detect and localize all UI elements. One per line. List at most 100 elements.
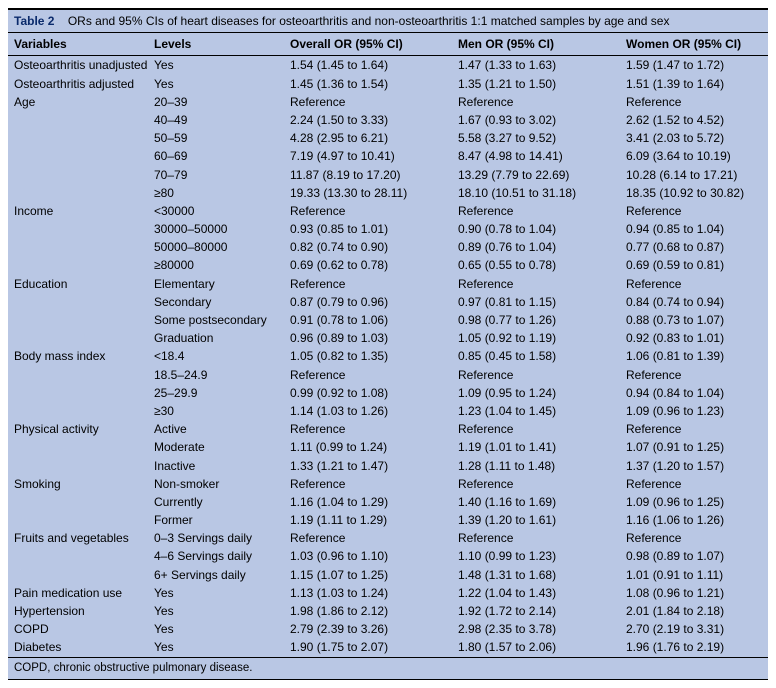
cell-women: 6.09 (3.64 to 10.19)	[620, 147, 768, 165]
table-caption: Table 2 ORs and 95% CIs of heart disease…	[8, 10, 768, 32]
table-row: ≥301.14 (1.03 to 1.26)1.23 (1.04 to 1.45…	[8, 402, 768, 420]
cell-variable	[8, 311, 148, 329]
cell-overall: 7.19 (4.97 to 10.41)	[284, 147, 452, 165]
table-row: 6+ Servings daily1.15 (1.07 to 1.25)1.48…	[8, 566, 768, 584]
cell-level: Some postsecondary	[148, 311, 284, 329]
table-row: 4–6 Servings daily1.03 (0.96 to 1.10)1.1…	[8, 547, 768, 565]
cell-overall: 1.11 (0.99 to 1.24)	[284, 438, 452, 456]
cell-men: 1.67 (0.93 to 3.02)	[452, 111, 620, 129]
table-row: 30000–500000.93 (0.85 to 1.01)0.90 (0.78…	[8, 220, 768, 238]
cell-men: 1.39 (1.20 to 1.61)	[452, 511, 620, 529]
table-row: Currently1.16 (1.04 to 1.29)1.40 (1.16 t…	[8, 493, 768, 511]
cell-women: 1.96 (1.76 to 2.19)	[620, 638, 768, 656]
cell-men: 1.92 (1.72 to 2.14)	[452, 602, 620, 620]
cell-men: 2.98 (2.35 to 3.78)	[452, 620, 620, 638]
cell-men: 0.98 (0.77 to 1.26)	[452, 311, 620, 329]
cell-level: Secondary	[148, 293, 284, 311]
cell-level: Yes	[148, 584, 284, 602]
table-title: ORs and 95% CIs of heart diseases for os…	[68, 14, 670, 28]
cell-level: ≥30	[148, 402, 284, 420]
cell-men: 18.10 (10.51 to 31.18)	[452, 184, 620, 202]
cell-level: Yes	[148, 638, 284, 656]
table-row: ≥800000.69 (0.62 to 0.78)0.65 (0.55 to 0…	[8, 256, 768, 274]
cell-variable	[8, 166, 148, 184]
cell-women: 1.01 (0.91 to 1.11)	[620, 566, 768, 584]
cell-variable: Body mass index	[8, 347, 148, 365]
cell-women: 1.51 (1.39 to 1.64)	[620, 75, 768, 93]
cell-women: 1.37 (1.20 to 1.57)	[620, 457, 768, 475]
table-row: Fruits and vegetables0–3 Servings dailyR…	[8, 529, 768, 547]
cell-men: 1.35 (1.21 to 1.50)	[452, 75, 620, 93]
cell-men: 8.47 (4.98 to 14.41)	[452, 147, 620, 165]
cell-variable: Diabetes	[8, 638, 148, 656]
cell-overall: 1.05 (0.82 to 1.35)	[284, 347, 452, 365]
cell-men: 13.29 (7.79 to 22.69)	[452, 166, 620, 184]
cell-women: 1.07 (0.91 to 1.25)	[620, 438, 768, 456]
cell-overall: 0.91 (0.78 to 1.06)	[284, 311, 452, 329]
cell-overall: 1.54 (1.45 to 1.64)	[284, 56, 452, 75]
cell-level: Inactive	[148, 457, 284, 475]
cell-variable: Education	[8, 275, 148, 293]
table-row: HypertensionYes1.98 (1.86 to 2.12)1.92 (…	[8, 602, 768, 620]
cell-overall: Reference	[284, 420, 452, 438]
table-row: Pain medication useYes1.13 (1.03 to 1.24…	[8, 584, 768, 602]
table-row: 70–7911.87 (8.19 to 17.20)13.29 (7.79 to…	[8, 166, 768, 184]
cell-variable	[8, 129, 148, 147]
cell-level: 6+ Servings daily	[148, 566, 284, 584]
cell-overall: Reference	[284, 475, 452, 493]
cell-level: Yes	[148, 620, 284, 638]
cell-women: 0.92 (0.83 to 1.01)	[620, 329, 768, 347]
cell-overall: Reference	[284, 529, 452, 547]
cell-level: Non-smoker	[148, 475, 284, 493]
cell-overall: 19.33 (13.30 to 28.11)	[284, 184, 452, 202]
cell-overall: Reference	[284, 366, 452, 384]
cell-women: 0.84 (0.74 to 0.94)	[620, 293, 768, 311]
table-row: COPDYes2.79 (2.39 to 3.26)2.98 (2.35 to …	[8, 620, 768, 638]
cell-men: Reference	[452, 529, 620, 547]
cell-overall: 0.69 (0.62 to 0.78)	[284, 256, 452, 274]
cell-variable	[8, 366, 148, 384]
cell-men: 1.19 (1.01 to 1.41)	[452, 438, 620, 456]
cell-level: 18.5–24.9	[148, 366, 284, 384]
cell-women: 0.94 (0.85 to 1.04)	[620, 220, 768, 238]
cell-women: 1.16 (1.06 to 1.26)	[620, 511, 768, 529]
cell-level: ≥80	[148, 184, 284, 202]
cell-overall: 1.19 (1.11 to 1.29)	[284, 511, 452, 529]
cell-men: Reference	[452, 366, 620, 384]
table-header-row: Variables Levels Overall OR (95% CI) Men…	[8, 33, 768, 56]
cell-overall: 1.45 (1.36 to 1.54)	[284, 75, 452, 93]
cell-variable	[8, 329, 148, 347]
cell-women: 1.09 (0.96 to 1.23)	[620, 402, 768, 420]
table-row: 40–492.24 (1.50 to 3.33)1.67 (0.93 to 3.…	[8, 111, 768, 129]
table-row: Age20–39ReferenceReferenceReference	[8, 93, 768, 111]
cell-women: 0.69 (0.59 to 0.81)	[620, 256, 768, 274]
cell-level: <18.4	[148, 347, 284, 365]
cell-men: Reference	[452, 202, 620, 220]
cell-overall: 1.15 (1.07 to 1.25)	[284, 566, 452, 584]
cell-level: 4–6 Servings daily	[148, 547, 284, 565]
table-label: Table 2	[14, 14, 64, 28]
cell-overall: 0.96 (0.89 to 1.03)	[284, 329, 452, 347]
cell-men: 1.09 (0.95 to 1.24)	[452, 384, 620, 402]
cell-level: 60–69	[148, 147, 284, 165]
table-row: Moderate1.11 (0.99 to 1.24)1.19 (1.01 to…	[8, 438, 768, 456]
cell-men: 1.47 (1.33 to 1.63)	[452, 56, 620, 75]
cell-men: 1.10 (0.99 to 1.23)	[452, 547, 620, 565]
cell-women: Reference	[620, 93, 768, 111]
cell-variable: Age	[8, 93, 148, 111]
cell-men: 1.80 (1.57 to 2.06)	[452, 638, 620, 656]
cell-variable	[8, 402, 148, 420]
cell-men: Reference	[452, 420, 620, 438]
cell-level: <30000	[148, 202, 284, 220]
cell-level: Currently	[148, 493, 284, 511]
col-overall: Overall OR (95% CI)	[284, 33, 452, 56]
cell-variable: Physical activity	[8, 420, 148, 438]
table-row: Secondary0.87 (0.79 to 0.96)0.97 (0.81 t…	[8, 293, 768, 311]
table-body: Osteoarthritis unadjustedYes1.54 (1.45 t…	[8, 56, 768, 657]
odds-ratio-table: Variables Levels Overall OR (95% CI) Men…	[8, 32, 768, 656]
cell-overall: Reference	[284, 202, 452, 220]
cell-overall: 1.98 (1.86 to 2.12)	[284, 602, 452, 620]
cell-overall: 0.93 (0.85 to 1.01)	[284, 220, 452, 238]
cell-women: Reference	[620, 475, 768, 493]
cell-men: Reference	[452, 475, 620, 493]
